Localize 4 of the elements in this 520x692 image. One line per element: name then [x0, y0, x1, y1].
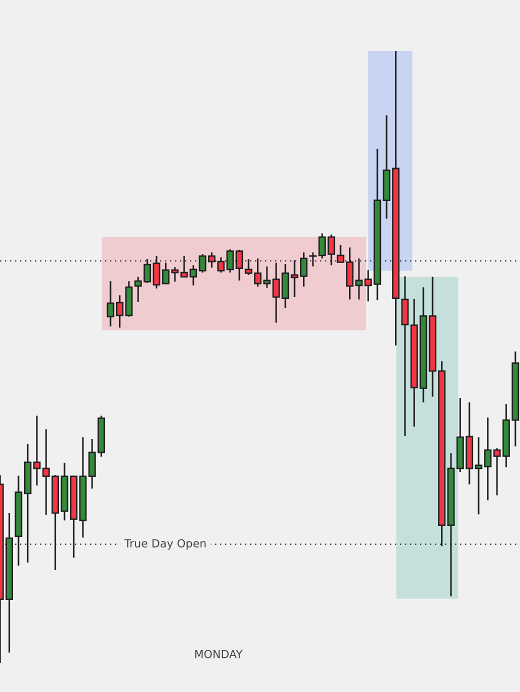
candlestick	[493, 447, 501, 496]
candlestick	[106, 280, 114, 328]
annotation: MONDAY	[195, 650, 243, 658]
ref-line-label: True Day Open	[124, 539, 206, 550]
